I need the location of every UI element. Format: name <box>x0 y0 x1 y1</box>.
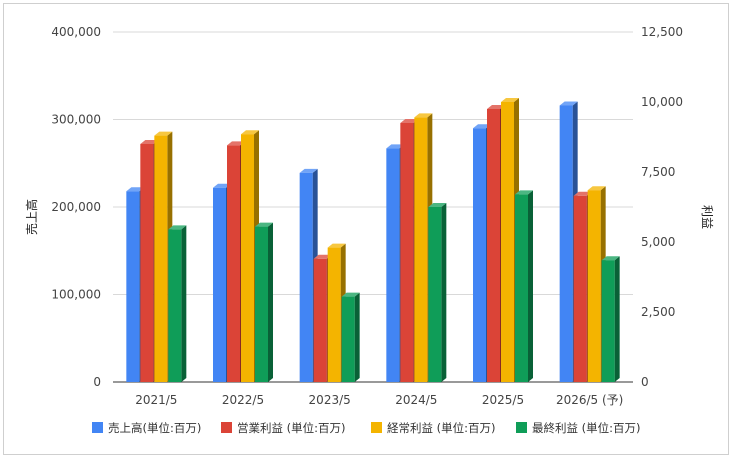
bar-front <box>168 229 182 382</box>
bar-side <box>441 203 447 382</box>
left-tick-label: 300,000 <box>51 113 101 127</box>
bar-front <box>473 128 486 382</box>
legend-item: 営業利益 (単位:百万) <box>221 421 346 435</box>
legend-item: 売上高(単位:百万) <box>92 421 201 435</box>
bar-top <box>140 140 159 144</box>
x-tick-label: 2022/5 <box>222 393 264 407</box>
legend-label: 営業利益 (単位:百万) <box>237 421 346 435</box>
legend-swatch <box>371 422 382 433</box>
legend-item: 経常利益 (単位:百万) <box>371 421 496 435</box>
bar-top <box>227 141 245 146</box>
legend-swatch <box>221 422 232 433</box>
left-tick-label: 400,000 <box>51 25 101 39</box>
bar-front <box>341 296 355 382</box>
bar-front <box>299 172 313 382</box>
bar-top <box>473 124 491 129</box>
legend-label: 売上高(単位:百万) <box>108 421 201 435</box>
legend-swatch <box>92 422 103 433</box>
x-tick-label: 2025/5 <box>482 393 524 407</box>
bar-top <box>386 144 405 149</box>
right-tick-label: 2,500 <box>641 305 675 319</box>
bar-top <box>400 119 419 123</box>
bar-front <box>255 226 268 382</box>
bar-front <box>587 190 601 382</box>
bar-front <box>601 260 615 382</box>
bar-top <box>341 292 360 297</box>
bar-front <box>154 135 168 382</box>
bar-top <box>168 225 187 230</box>
bar-front <box>227 145 240 382</box>
bar-top <box>255 222 273 227</box>
bar-front <box>487 109 500 382</box>
bar-side <box>354 292 360 382</box>
legend: 売上高(単位:百万) 営業利益 (単位:百万) 経常利益 (単位:百万) 最終利益 (… <box>92 421 641 435</box>
legend-swatch <box>516 422 527 433</box>
bar <box>515 190 533 382</box>
bar-front <box>400 123 414 382</box>
bar-front <box>140 144 154 382</box>
bar-side <box>268 222 273 382</box>
legend-label: 経常利益 (単位:百万) <box>387 421 496 435</box>
x-axis-ticks: 2021/5 2022/5 2023/5 2024/5 2025/5 2026/5 (予) <box>135 393 623 407</box>
left-axis-ticks: 0 100,000 200,000 300,000 400,000 <box>51 25 101 389</box>
bar-front <box>126 191 140 382</box>
bar-top <box>313 254 332 259</box>
right-tick-label: 5,000 <box>641 235 675 249</box>
bar-top <box>126 187 145 192</box>
bar <box>428 203 447 382</box>
x-tick-label: 2024/5 <box>395 393 437 407</box>
bar-front <box>573 195 587 382</box>
right-axis-ticks: 0 2,500 5,000 7,500 10,000 12,500 <box>641 25 683 389</box>
right-tick-label: 7,500 <box>641 165 675 179</box>
gridlines <box>113 31 633 383</box>
bar <box>601 256 620 382</box>
left-tick-label: 200,000 <box>51 200 101 214</box>
left-tick-label: 0 <box>93 375 101 389</box>
bar-side <box>614 256 620 382</box>
bar-front <box>559 105 573 382</box>
bar-front <box>515 194 528 382</box>
legend-item: 最終利益 (単位:百万) <box>516 421 641 435</box>
bar-front <box>327 247 341 382</box>
bar-top <box>154 131 173 136</box>
bar-front <box>386 148 400 382</box>
bar-front <box>313 258 327 382</box>
bar-top <box>587 186 606 191</box>
bar-top <box>559 101 578 106</box>
bar-side <box>528 190 533 382</box>
bar-front <box>241 134 254 382</box>
bar-front <box>414 117 428 383</box>
bar-top <box>428 203 447 207</box>
x-tick-label: 2023/5 <box>309 393 351 407</box>
left-axis-title: 売上高 <box>24 199 39 235</box>
bar-top <box>327 243 346 248</box>
bar-top <box>414 113 433 118</box>
x-tick-label: 2026/5 (予) <box>556 393 623 407</box>
bar <box>168 225 187 382</box>
left-tick-label: 100,000 <box>51 288 101 302</box>
bar <box>255 222 273 382</box>
legend-label: 最終利益 (単位:百万) <box>532 421 641 435</box>
bar-top <box>487 105 505 109</box>
bar-side <box>181 225 187 382</box>
bar-front <box>428 207 442 382</box>
bar-top <box>213 183 231 188</box>
bar-front <box>501 102 514 382</box>
right-tick-label: 0 <box>641 375 649 389</box>
right-tick-label: 10,000 <box>641 95 683 109</box>
right-axis-title: 利益 <box>700 205 714 229</box>
bar <box>341 292 360 382</box>
x-tick-label: 2021/5 <box>135 393 177 407</box>
bar-front <box>213 187 226 382</box>
right-tick-label: 12,500 <box>641 25 683 39</box>
bar-top <box>501 98 519 102</box>
bar-top <box>573 191 592 196</box>
bars <box>126 98 620 383</box>
bar-top <box>601 256 620 261</box>
bar-top <box>299 168 318 173</box>
bar-top <box>241 130 259 135</box>
bar-top <box>515 190 533 195</box>
